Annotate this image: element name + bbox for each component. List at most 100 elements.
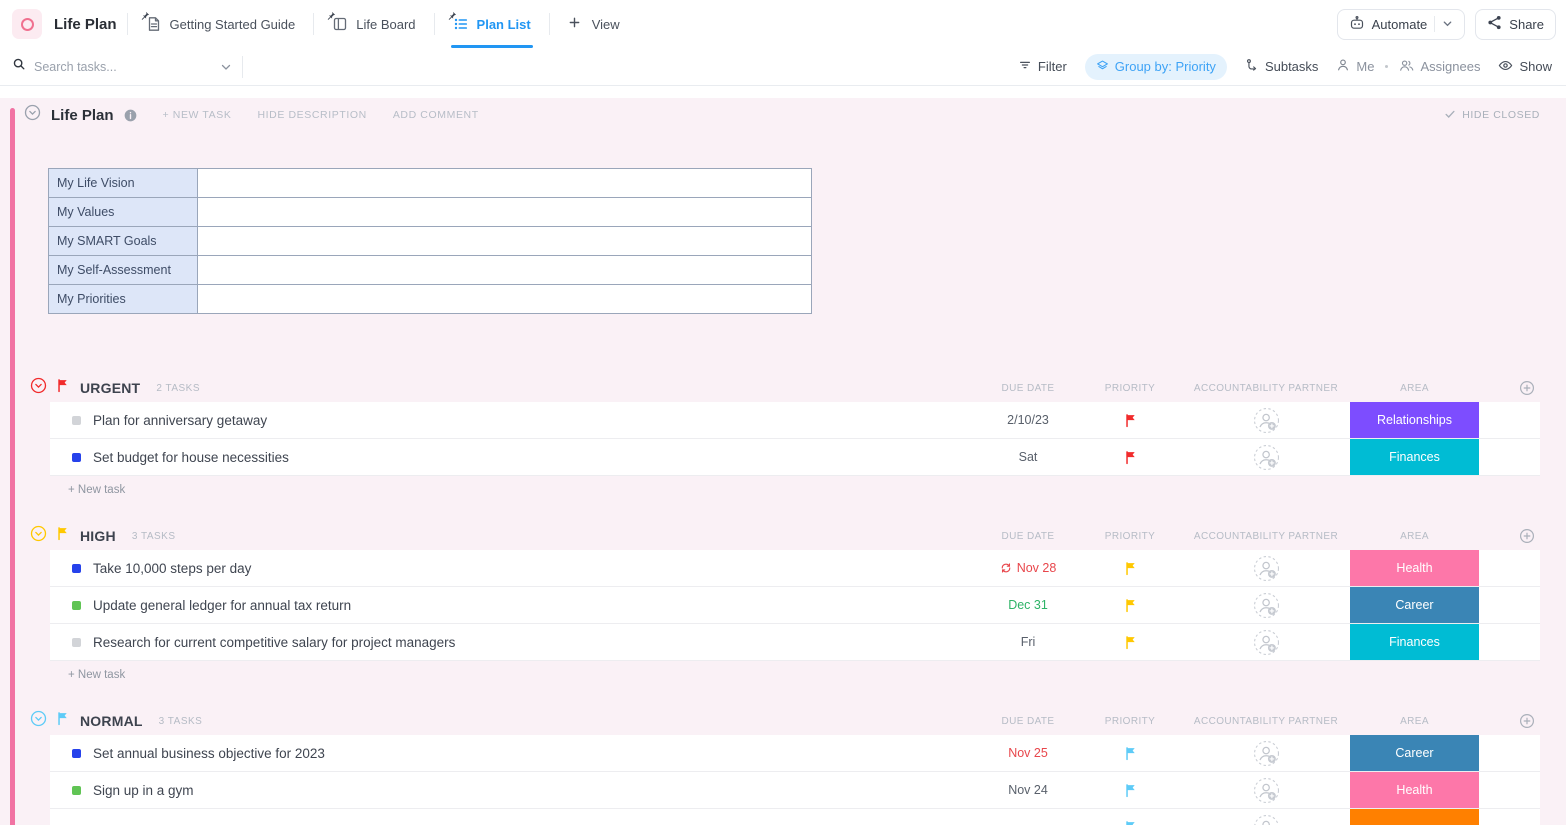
chevron-down-icon[interactable] (220, 61, 232, 73)
subtasks-button[interactable]: Subtasks (1245, 58, 1318, 75)
collapse-chevron-icon[interactable] (30, 525, 47, 547)
task-status-icon[interactable] (72, 564, 81, 573)
due-date-cell[interactable]: Dec 31 (948, 587, 1108, 623)
accountability-partner-cell[interactable] (1166, 550, 1366, 586)
task-status-icon[interactable] (72, 453, 81, 462)
new-task-button[interactable]: + New task (68, 669, 126, 681)
priority-cell[interactable] (1090, 402, 1170, 438)
add-assignee-avatar[interactable] (1253, 814, 1280, 825)
task-row[interactable] (50, 809, 1540, 825)
description-value-cell[interactable] (197, 197, 812, 227)
add-column-icon[interactable] (1519, 713, 1535, 734)
task-name[interactable]: Take 10,000 steps per day (93, 560, 252, 576)
task-status-icon[interactable] (72, 786, 81, 795)
task-row[interactable]: Set budget for house necessities Sat Finan… (50, 439, 1540, 476)
task-status-icon[interactable] (72, 749, 81, 758)
search-box[interactable] (12, 57, 232, 76)
accountability-partner-cell[interactable] (1166, 402, 1366, 438)
add-assignee-avatar[interactable] (1253, 444, 1280, 471)
search-input[interactable] (34, 59, 184, 74)
task-row[interactable]: Research for current competitive salary … (50, 624, 1540, 661)
task-name[interactable]: Set budget for house necessities (93, 449, 289, 465)
priority-cell[interactable] (1090, 809, 1170, 825)
tab-life-board[interactable]: Life Board (324, 0, 423, 48)
task-status-icon[interactable] (72, 601, 81, 610)
add-column-icon[interactable] (1519, 528, 1535, 549)
task-status-icon[interactable] (72, 638, 81, 647)
due-date-cell[interactable]: Nov 25 (948, 735, 1108, 771)
priority-cell[interactable] (1090, 772, 1170, 808)
description-value-cell[interactable] (197, 284, 812, 314)
accountability-partner-cell[interactable] (1166, 772, 1366, 808)
accountability-partner-cell[interactable] (1166, 587, 1366, 623)
accountability-partner-cell[interactable] (1166, 809, 1366, 825)
area-badge[interactable]: Career (1350, 587, 1479, 623)
hide-closed-toggle[interactable]: HIDE CLOSED (1444, 108, 1540, 123)
due-date-cell[interactable] (948, 809, 1108, 825)
add-assignee-avatar[interactable] (1253, 592, 1280, 619)
task-row[interactable]: Sign up in a gym Nov 24 Health (50, 772, 1540, 809)
area-badge[interactable]: Finances (1350, 439, 1479, 475)
task-name[interactable]: Sign up in a gym (93, 782, 194, 798)
accountability-partner-cell[interactable] (1166, 439, 1366, 475)
task-name[interactable]: Research for current competitive salary … (93, 634, 456, 650)
add-column-icon[interactable] (1519, 380, 1535, 401)
area-badge[interactable]: Health (1350, 772, 1479, 808)
task-row[interactable]: Plan for anniversary getaway 2/10/23 Relat… (50, 402, 1540, 439)
automate-button[interactable]: Automate (1336, 8, 1466, 40)
share-button[interactable]: Share (1475, 8, 1556, 40)
me-filter-button[interactable]: Me (1336, 58, 1374, 75)
tab-getting-started-guide[interactable]: Getting Started Guide (138, 0, 304, 48)
plus-icon (568, 16, 584, 32)
hide-description-action[interactable]: HIDE DESCRIPTION (257, 109, 367, 121)
due-date-cell[interactable]: 2/10/23 (948, 402, 1108, 438)
task-name[interactable]: Set annual business objective for 2023 (93, 745, 325, 761)
due-date-cell[interactable]: Sat (948, 439, 1108, 475)
add-assignee-avatar[interactable] (1253, 407, 1280, 434)
divider (1434, 16, 1436, 32)
task-name[interactable]: Plan for anniversary getaway (93, 412, 268, 428)
priority-cell[interactable] (1090, 587, 1170, 623)
list-avatar[interactable] (12, 9, 42, 39)
area-badge[interactable] (1350, 809, 1479, 825)
area-badge[interactable]: Health (1350, 550, 1479, 586)
new-task-button[interactable]: + New task (68, 484, 126, 496)
group-by-button[interactable]: Group by: Priority (1084, 53, 1227, 80)
add-assignee-avatar[interactable] (1253, 555, 1280, 582)
due-date-cell[interactable]: Nov 24 (948, 772, 1108, 808)
description-value-cell[interactable] (197, 168, 812, 198)
task-status-icon[interactable] (72, 416, 81, 425)
area-badge[interactable]: Finances (1350, 624, 1479, 660)
info-icon[interactable] (124, 109, 137, 122)
task-row[interactable]: Take 10,000 steps per day Nov 28 Health (50, 550, 1540, 587)
collapse-chevron-icon[interactable] (30, 377, 47, 399)
priority-cell[interactable] (1090, 439, 1170, 475)
assignees-button[interactable]: Assignees (1399, 58, 1480, 76)
new-task-action[interactable]: + NEW TASK (162, 109, 232, 121)
collapse-chevron-icon[interactable] (30, 710, 47, 732)
filter-button[interactable]: Filter (1018, 58, 1067, 75)
priority-cell[interactable] (1090, 550, 1170, 586)
description-value-cell[interactable] (197, 226, 812, 256)
tab-view[interactable]: View (560, 0, 628, 48)
task-row[interactable]: Update general ledger for annual tax ret… (50, 587, 1540, 624)
accountability-partner-cell[interactable] (1166, 735, 1366, 771)
add-assignee-avatar[interactable] (1253, 629, 1280, 656)
task-row[interactable]: Set annual business objective for 2023 No… (50, 735, 1540, 772)
due-date-cell[interactable]: Fri (948, 624, 1108, 660)
chevron-down-icon[interactable] (1442, 17, 1453, 32)
show-button[interactable]: Show (1498, 58, 1552, 76)
task-name[interactable]: Update general ledger for annual tax ret… (93, 597, 352, 613)
priority-cell[interactable] (1090, 624, 1170, 660)
description-value-cell[interactable] (197, 255, 812, 285)
collapse-chevron-icon[interactable] (24, 104, 41, 126)
priority-cell[interactable] (1090, 735, 1170, 771)
add-assignee-avatar[interactable] (1253, 740, 1280, 767)
tab-plan-list[interactable]: Plan List (445, 0, 539, 48)
due-date-cell[interactable]: Nov 28 (948, 550, 1108, 586)
area-badge[interactable]: Relationships (1350, 402, 1479, 438)
add-comment-action[interactable]: ADD COMMENT (392, 109, 479, 121)
accountability-partner-cell[interactable] (1166, 624, 1366, 660)
add-assignee-avatar[interactable] (1253, 777, 1280, 804)
area-badge[interactable]: Career (1350, 735, 1479, 771)
